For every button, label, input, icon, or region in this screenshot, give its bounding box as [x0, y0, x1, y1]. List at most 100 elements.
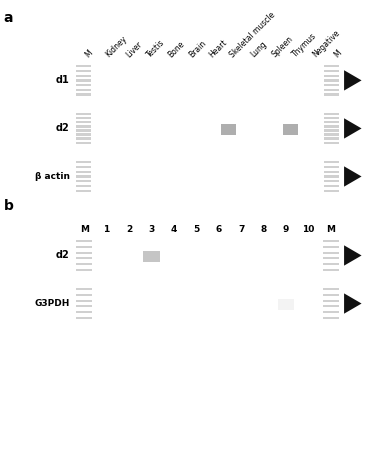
Bar: [96, 75, 111, 87]
Bar: [76, 246, 92, 248]
Text: Kidney: Kidney: [104, 34, 129, 59]
Bar: [304, 75, 319, 87]
Bar: [221, 123, 236, 135]
Bar: [324, 70, 339, 72]
Bar: [76, 161, 91, 164]
Bar: [76, 70, 91, 72]
Bar: [233, 250, 249, 262]
Bar: [76, 65, 91, 67]
Bar: [324, 125, 339, 128]
Text: Liver: Liver: [125, 39, 144, 59]
Bar: [323, 299, 339, 302]
Text: 2: 2: [126, 225, 132, 234]
Bar: [323, 294, 339, 296]
Bar: [166, 298, 182, 310]
Bar: [262, 171, 277, 183]
Bar: [323, 251, 339, 254]
Text: d2: d2: [56, 123, 70, 134]
Text: β actin: β actin: [35, 172, 70, 181]
Bar: [324, 189, 339, 192]
Text: 3: 3: [148, 225, 154, 234]
Bar: [138, 75, 153, 87]
Bar: [324, 65, 339, 67]
Bar: [76, 134, 91, 136]
Polygon shape: [344, 166, 362, 187]
Bar: [323, 316, 339, 319]
Bar: [242, 171, 257, 183]
Text: Heart: Heart: [208, 37, 229, 59]
Bar: [76, 316, 92, 319]
Polygon shape: [344, 245, 362, 266]
Bar: [283, 171, 298, 183]
Bar: [96, 123, 111, 135]
Bar: [76, 299, 92, 302]
Bar: [283, 75, 298, 87]
Text: 5: 5: [193, 225, 199, 234]
Text: 10: 10: [302, 225, 315, 234]
Bar: [76, 176, 91, 177]
Text: d1: d1: [56, 75, 70, 85]
Bar: [304, 171, 319, 183]
Bar: [76, 138, 91, 140]
Bar: [324, 180, 339, 182]
Bar: [324, 138, 339, 140]
Bar: [76, 170, 91, 173]
Bar: [76, 251, 92, 254]
Bar: [278, 250, 294, 262]
Bar: [76, 240, 92, 243]
Bar: [76, 288, 92, 291]
Text: M: M: [327, 225, 335, 234]
Bar: [324, 84, 339, 86]
Bar: [221, 171, 236, 183]
Bar: [76, 166, 91, 168]
Bar: [324, 129, 339, 132]
Bar: [76, 189, 91, 192]
Bar: [76, 257, 92, 260]
Bar: [76, 125, 91, 128]
Bar: [323, 268, 339, 271]
Bar: [324, 74, 339, 77]
Bar: [324, 121, 339, 123]
Bar: [76, 117, 91, 119]
Bar: [117, 171, 132, 183]
Polygon shape: [344, 70, 362, 91]
Text: Spleen: Spleen: [270, 34, 294, 59]
Bar: [138, 171, 153, 183]
Bar: [242, 123, 257, 135]
Text: M: M: [83, 48, 94, 59]
Bar: [159, 123, 174, 135]
Text: Lung: Lung: [249, 39, 269, 59]
Bar: [211, 298, 227, 310]
Bar: [278, 298, 294, 310]
Text: Testis: Testis: [145, 37, 167, 59]
Bar: [200, 75, 215, 87]
Bar: [323, 311, 339, 313]
Bar: [76, 311, 92, 313]
Bar: [323, 288, 339, 291]
Bar: [324, 176, 339, 177]
Bar: [76, 141, 91, 144]
Bar: [76, 93, 91, 96]
Bar: [324, 141, 339, 144]
Bar: [324, 170, 339, 173]
Bar: [324, 79, 339, 81]
Bar: [96, 171, 111, 183]
Bar: [255, 250, 272, 262]
Bar: [324, 113, 339, 116]
Bar: [255, 298, 272, 310]
Bar: [323, 305, 339, 308]
Bar: [323, 240, 339, 243]
Text: 1: 1: [104, 225, 110, 234]
Bar: [233, 298, 249, 310]
Bar: [76, 84, 91, 86]
Text: Bone: Bone: [166, 39, 186, 59]
Bar: [76, 305, 92, 308]
Bar: [323, 263, 339, 265]
Bar: [324, 89, 339, 91]
Bar: [324, 93, 339, 96]
Bar: [324, 134, 339, 136]
Bar: [323, 257, 339, 260]
Bar: [188, 298, 205, 310]
Bar: [76, 263, 92, 265]
Text: Brain: Brain: [187, 38, 208, 59]
